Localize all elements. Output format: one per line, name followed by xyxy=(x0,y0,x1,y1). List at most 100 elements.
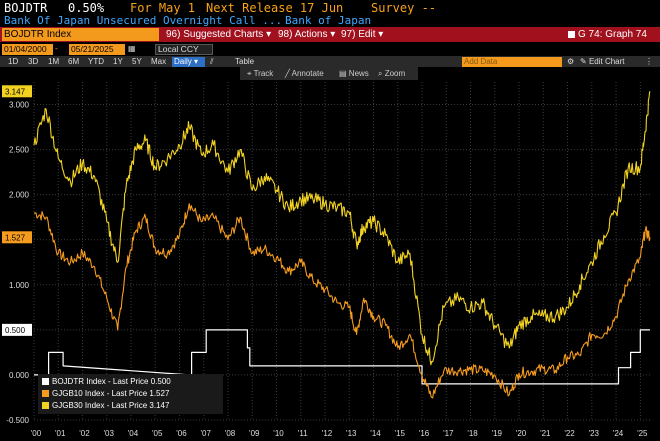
x-tick-label: '04 xyxy=(128,429,139,438)
suggested-label: Suggested Charts xyxy=(183,29,264,40)
period-3d[interactable]: 3D xyxy=(28,57,39,66)
add-data-input[interactable]: Add Data xyxy=(462,57,562,67)
x-tick-label: '01 xyxy=(55,429,66,438)
index-description: Bank Of Japan Unsecured Overnight Call .… xyxy=(4,14,283,27)
table-button[interactable]: Table xyxy=(235,57,255,66)
x-tick-label: '12 xyxy=(322,429,333,438)
legend-swatch xyxy=(42,390,49,398)
x-tick-label: '20 xyxy=(516,429,527,438)
last-price-tag: 3.147 xyxy=(2,85,32,98)
news-label: News xyxy=(348,69,369,78)
edit-button[interactable]: 97) Edit ▾ xyxy=(341,27,383,42)
x-tick-label: '09 xyxy=(249,429,260,438)
graph-label: G 74: Graph 74 xyxy=(578,29,647,40)
chevron-down-icon: ▾ xyxy=(194,57,199,66)
start-date-input[interactable]: 01/04/2000 xyxy=(2,44,53,55)
crosshair-icon: ⌖ xyxy=(247,69,252,78)
last-price-tag: 1.527 xyxy=(2,231,32,244)
x-tick-label: '19 xyxy=(492,429,503,438)
date-separator: - xyxy=(55,44,58,53)
x-tick-label: '08 xyxy=(225,429,236,438)
legend-item-gjgb10[interactable]: GJGB10 Index - Last Price 1.527 xyxy=(42,388,169,399)
x-tick-label: '15 xyxy=(395,429,406,438)
x-tick-label: '22 xyxy=(564,429,575,438)
period-5y[interactable]: 5Y xyxy=(132,57,142,66)
suggested-num: 96) xyxy=(166,29,181,40)
legend-swatch xyxy=(42,378,49,386)
edit-chart-label: Edit Chart xyxy=(588,57,625,66)
survey-label: Survey -- xyxy=(371,1,437,15)
legend-item-bojdtr[interactable]: BOJDTR Index - Last Price 0.500 xyxy=(42,376,171,387)
x-tick-label: '14 xyxy=(370,429,381,438)
x-tick-label: '05 xyxy=(152,429,163,438)
legend-label: BOJDTR Index - Last Price 0.500 xyxy=(52,377,171,386)
settings-icon[interactable]: ⚙ xyxy=(567,57,575,66)
calendar-icon[interactable]: ▦ xyxy=(128,44,136,53)
series-line xyxy=(34,329,650,385)
x-tick-label: '03 xyxy=(104,429,115,438)
suggested-charts-button[interactable]: 96) Suggested Charts ▾ xyxy=(166,27,271,42)
frequency-select[interactable]: Daily ▾ xyxy=(172,57,205,67)
period-6m[interactable]: 6M xyxy=(68,57,80,66)
last-price-tag: 0.500 xyxy=(2,323,32,336)
period-1m[interactable]: 1M xyxy=(48,57,60,66)
index-source: Bank of Japan xyxy=(285,14,372,27)
x-tick-label: '07 xyxy=(201,429,212,438)
end-date-input[interactable]: 05/21/2025 xyxy=(69,44,125,55)
more-options-icon[interactable]: ⋮ xyxy=(645,57,653,66)
period-1d[interactable]: 1D xyxy=(8,57,19,66)
x-tick-label: '02 xyxy=(79,429,90,438)
actions-button[interactable]: 98) Actions ▾ xyxy=(278,27,335,42)
track-button[interactable]: ⌖ Track xyxy=(247,68,273,80)
line-icon: ╱ xyxy=(285,69,290,78)
x-tick-label: '25 xyxy=(637,429,648,438)
chevron-down-icon: ▾ xyxy=(330,29,336,40)
last-price-tag-bg xyxy=(2,231,32,244)
for-date: For May 1 xyxy=(130,1,196,15)
last-price-tag-label: 1.527 xyxy=(5,233,26,242)
chart-tool-bar xyxy=(240,67,418,80)
period-ytd[interactable]: YTD xyxy=(88,57,104,66)
chart-type-icon[interactable]: ⫽ xyxy=(210,57,214,66)
period-bar xyxy=(0,56,660,67)
ticker-value: 0.50% xyxy=(68,1,105,15)
legend-swatch xyxy=(42,402,49,410)
x-tick-label: '21 xyxy=(540,429,551,438)
toolbar-bar xyxy=(0,27,660,42)
y-tick-label: 3.000 xyxy=(9,101,30,110)
y-tick-label: -0.500 xyxy=(6,416,29,425)
period-1y[interactable]: 1Y xyxy=(113,57,123,66)
x-tick-label: '00 xyxy=(31,429,42,438)
legend-label: GJGB30 Index - Last Price 3.147 xyxy=(52,401,170,410)
edit-num: 97) xyxy=(341,29,356,40)
annotate-button[interactable]: ╱ Annotate xyxy=(285,68,324,80)
y-tick-label: 1.000 xyxy=(9,281,30,290)
zoom-button[interactable]: ⌕ Zoom xyxy=(378,68,405,80)
x-tick-label: '24 xyxy=(613,429,624,438)
x-tick-label: '06 xyxy=(176,429,187,438)
annotate-label: Annotate xyxy=(291,69,324,78)
x-tick-label: '17 xyxy=(443,429,454,438)
currency-select[interactable]: Local CCY xyxy=(155,44,213,55)
zoom-label: Zoom xyxy=(384,69,406,78)
news-button[interactable]: ▤ News xyxy=(339,68,369,80)
chart-area[interactable]: 3.0002.5002.0001.5001.0000.5000.000-0.50… xyxy=(0,67,660,441)
graph-icon xyxy=(568,30,575,38)
last-price-tag-bg xyxy=(2,85,32,98)
series-line xyxy=(33,203,651,399)
news-icon: ▤ xyxy=(339,69,347,78)
x-tick-label: '23 xyxy=(589,429,600,438)
actions-label: Actions xyxy=(294,29,328,40)
series-line xyxy=(33,91,651,366)
last-price-tag-label: 0.500 xyxy=(5,326,26,335)
legend-label: GJGB10 Index - Last Price 1.527 xyxy=(52,389,170,398)
edit-chart-button[interactable]: ✎ Edit Chart xyxy=(580,56,625,67)
chevron-down-icon: ▾ xyxy=(378,29,384,40)
graph-title[interactable]: G 74: Graph 74 xyxy=(568,27,647,42)
pencil-icon: ✎ xyxy=(580,57,587,66)
legend-item-gjgb30[interactable]: GJGB30 Index - Last Price 3.147 xyxy=(42,400,169,411)
period-max[interactable]: Max xyxy=(151,57,167,66)
x-tick-label: '18 xyxy=(467,429,478,438)
actions-num: 98) xyxy=(278,29,293,40)
security-input[interactable]: BOJDTR Index xyxy=(2,28,159,41)
